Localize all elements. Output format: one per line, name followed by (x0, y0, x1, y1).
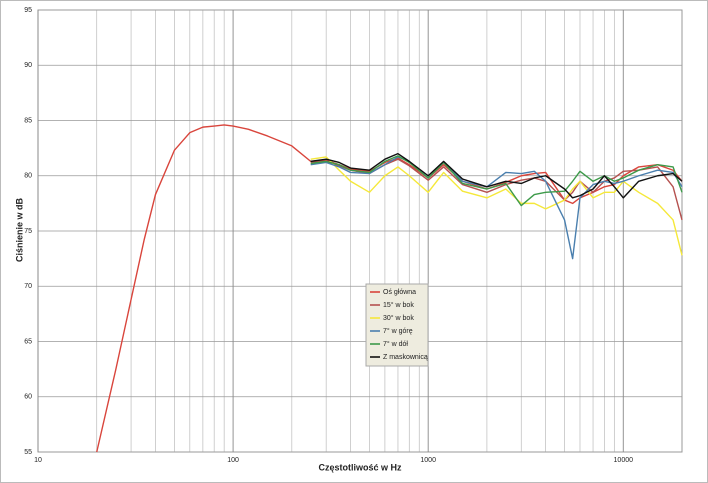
x-tick-label: 10 (34, 457, 42, 464)
x-axis-title: Częstotliwość w Hz (318, 462, 402, 472)
legend-label: 15° w bok (383, 301, 414, 309)
legend: Oś główna 15° w bok 30° w bok 7° w górę 7° w… (365, 283, 429, 367)
y-tick-label: 70 (24, 283, 32, 290)
y-tick-label: 95 (24, 7, 32, 14)
legend-label: 7° w dół (383, 340, 408, 348)
y-tick-label: 85 (24, 117, 32, 124)
series-line (96, 124, 683, 453)
y-tick-label: 65 (24, 338, 32, 345)
y-tick-label: 75 (24, 228, 32, 235)
x-tick-label: 100 (227, 457, 239, 464)
y-tick-label: 80 (24, 173, 32, 180)
y-tick-label: 55 (24, 449, 32, 456)
legend-label: 7° w górę (383, 327, 413, 335)
legend-label: Z maskownicą (383, 354, 428, 361)
x-tick-label: 10000 (614, 457, 634, 464)
y-tick-label: 60 (24, 394, 32, 401)
series-line (310, 156, 683, 260)
legend-label: Oś główna (383, 289, 416, 296)
legend-box (365, 283, 429, 367)
y-tick-label: 90 (24, 62, 32, 69)
series-line (310, 152, 683, 199)
series-line (310, 156, 683, 256)
series-line (310, 155, 683, 207)
legend-label: 30° w bok (383, 314, 414, 322)
y-axis-title: Ciśnienie w dB (14, 197, 24, 262)
x-tick-label: 1000 (420, 457, 436, 464)
